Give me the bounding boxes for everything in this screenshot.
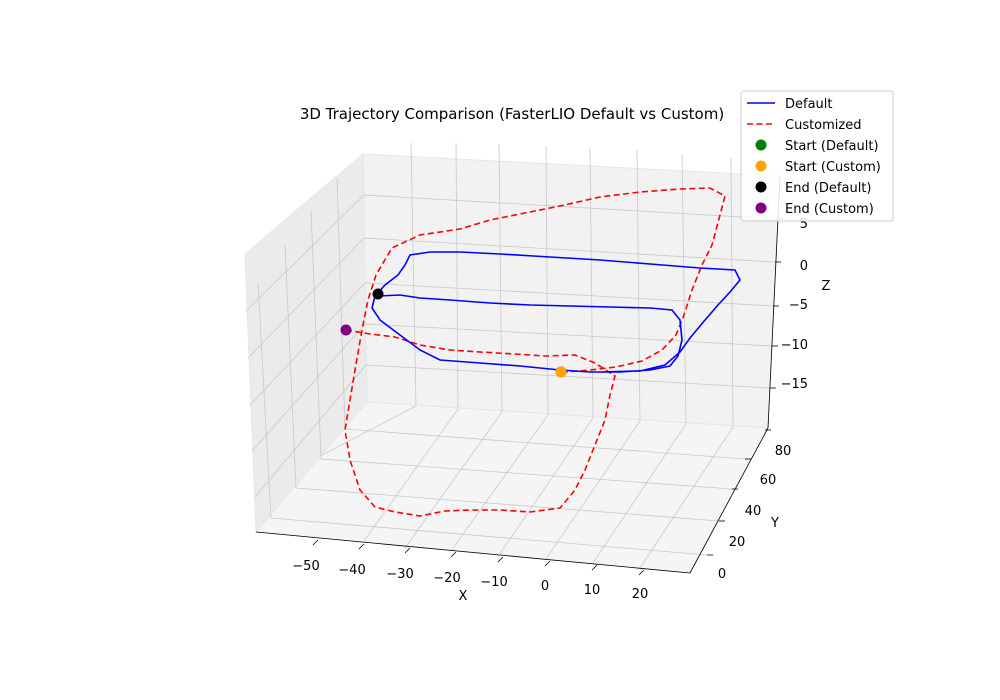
x-tick-label: 20 xyxy=(632,587,649,602)
y-tick-label: 0 xyxy=(718,567,726,582)
y-axis-label: Y xyxy=(770,516,779,531)
legend-label-start-custom: Start (Custom) xyxy=(785,160,881,175)
legend-label-default: Default xyxy=(785,97,833,112)
z-gridlines xyxy=(245,194,778,498)
legend-marker-end-default xyxy=(755,181,767,193)
legend-label-end-default: End (Default) xyxy=(785,181,871,196)
y-tick-label: 60 xyxy=(760,473,777,488)
marker-start-custom xyxy=(555,366,567,378)
x-tick-label: −50 xyxy=(292,559,319,574)
marker-end-custom xyxy=(340,324,352,336)
x-tick-label: 0 xyxy=(541,579,549,594)
z-tick-label: −5 xyxy=(789,298,808,313)
series-customized-line xyxy=(344,187,726,517)
legend-marker-start-default xyxy=(755,139,767,151)
legend-marker-end-custom xyxy=(755,202,767,214)
z-tick-label: −10 xyxy=(781,338,808,353)
y-tick-marks xyxy=(707,429,771,556)
x-tick-label: −30 xyxy=(386,567,413,582)
marker-end-default xyxy=(372,288,384,300)
x-tick-marks xyxy=(312,539,645,576)
legend: Default Customized Start (Default) Start… xyxy=(740,90,894,222)
legend-box xyxy=(740,90,894,222)
z-tick-label: −15 xyxy=(781,377,808,392)
x-gridlines xyxy=(319,142,734,569)
x-axis-line xyxy=(255,531,691,574)
y-tick-label: 20 xyxy=(729,535,746,550)
chart-title: 3D Trajectory Comparison (FasterLIO Defa… xyxy=(300,105,724,123)
y-axis-line xyxy=(689,427,769,574)
x-tick-label: 10 xyxy=(584,583,601,598)
z-tick-label: 0 xyxy=(800,259,808,274)
pane-back-xz xyxy=(362,153,781,429)
legend-label-start-default: Start (Default) xyxy=(785,139,879,154)
y-gridlines xyxy=(257,177,746,556)
y-tick-label: 80 xyxy=(775,444,792,459)
x-axis-label: X xyxy=(459,589,468,604)
x-tick-label: −10 xyxy=(480,575,507,590)
z-axis-label: Z xyxy=(822,279,831,294)
legend-marker-start-custom xyxy=(755,160,767,172)
legend-label-end-custom: End (Custom) xyxy=(785,202,874,217)
legend-label-customized: Customized xyxy=(785,118,862,133)
x-tick-label: −20 xyxy=(433,571,460,586)
y-tick-label: 40 xyxy=(745,504,762,519)
series-default-line xyxy=(371,251,741,373)
z-tick-label: 5 xyxy=(800,217,808,232)
x-tick-label: −40 xyxy=(338,563,365,578)
